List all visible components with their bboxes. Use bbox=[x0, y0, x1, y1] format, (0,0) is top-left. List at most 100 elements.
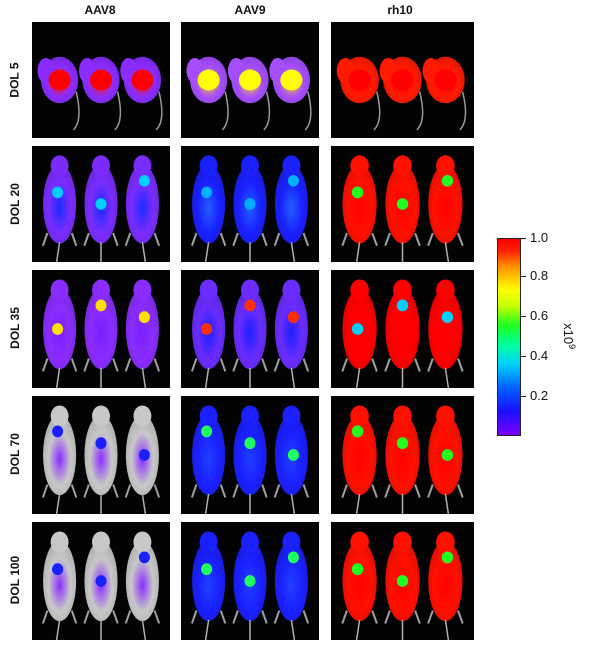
signal-hotspot bbox=[95, 198, 107, 210]
mouse-tail bbox=[114, 91, 122, 131]
mouse-tail bbox=[204, 493, 210, 514]
mouse-hind-paw bbox=[302, 484, 310, 498]
mouse-tail bbox=[444, 619, 450, 640]
column-header-rh10: rh10 bbox=[387, 3, 413, 17]
mouse-3 bbox=[273, 405, 310, 514]
mouse-head bbox=[133, 155, 152, 177]
mouse-tail bbox=[355, 367, 361, 388]
signal-hotspot bbox=[138, 449, 150, 461]
mouse-head bbox=[50, 155, 69, 177]
signal-hotspot bbox=[441, 175, 454, 187]
mouse-hind-paw bbox=[124, 358, 132, 372]
mouse-hind-paw bbox=[261, 610, 268, 624]
mouse-tail bbox=[444, 367, 450, 388]
mouse-3 bbox=[427, 405, 464, 514]
mouse-head bbox=[282, 279, 301, 301]
mouse-tail bbox=[373, 91, 381, 131]
signal-hotspot bbox=[391, 69, 414, 91]
mouse-2 bbox=[83, 155, 119, 262]
signal-hotspot bbox=[441, 311, 454, 324]
mouse-hind-paw bbox=[83, 610, 90, 624]
signal-hotspot bbox=[138, 175, 150, 187]
mouse-3 bbox=[273, 155, 310, 262]
mouse-head bbox=[241, 279, 259, 301]
mouse-tail bbox=[355, 619, 361, 640]
mouse-body bbox=[84, 288, 118, 370]
mouse-head bbox=[92, 405, 110, 427]
mouse-hind-paw bbox=[124, 610, 132, 624]
mouse-body bbox=[125, 164, 159, 244]
mouse-tail bbox=[204, 367, 210, 388]
colorbar-tick-0-2: 0.2 bbox=[519, 388, 549, 403]
mouse-hind-paw bbox=[153, 232, 161, 247]
mouse-body bbox=[233, 288, 267, 370]
mouse-tail bbox=[290, 619, 296, 640]
mouse-head bbox=[199, 531, 218, 553]
colorbar-unit: x109 bbox=[560, 323, 578, 350]
panel-dol-20-aav8 bbox=[32, 146, 170, 262]
mouse-hind-paw bbox=[232, 358, 239, 372]
mouse-tail bbox=[290, 493, 296, 514]
mouse-hind-paw bbox=[427, 484, 434, 498]
signal-hotspot bbox=[441, 551, 454, 564]
panel-dol-100-aav9 bbox=[181, 522, 319, 640]
signal-hotspot bbox=[280, 69, 303, 91]
mouse-body bbox=[385, 414, 420, 496]
mouse-hind-paw bbox=[112, 610, 119, 624]
mouse-tail bbox=[355, 242, 361, 262]
mouse-body bbox=[428, 288, 463, 370]
signal-hotspot bbox=[95, 575, 107, 587]
signal-hotspot bbox=[244, 198, 256, 210]
signal-hotspot bbox=[396, 198, 409, 210]
mouse-head bbox=[436, 155, 455, 177]
mouse-head bbox=[199, 405, 218, 427]
signal-hotspot bbox=[433, 69, 457, 91]
mouse-body bbox=[342, 164, 377, 244]
signal-hotspot bbox=[201, 323, 213, 335]
signal-hotspot bbox=[287, 311, 299, 324]
signal-hotspot bbox=[351, 425, 364, 438]
mouse-2 bbox=[227, 56, 271, 131]
mouse-head bbox=[50, 405, 69, 427]
mouse-hind-paw bbox=[190, 610, 198, 624]
mouse-hind-paw bbox=[273, 358, 281, 372]
mouse-body bbox=[274, 164, 308, 244]
signal-hotspot bbox=[351, 323, 364, 335]
mouse-3 bbox=[124, 531, 161, 640]
signal-hotspot bbox=[52, 425, 64, 438]
panel-dol-100-rh10 bbox=[331, 522, 474, 640]
signal-hotspot bbox=[197, 69, 220, 91]
colorbar-tick-1-0: 1.0 bbox=[519, 230, 549, 245]
mouse-1 bbox=[190, 155, 227, 262]
mouse-tail bbox=[55, 493, 61, 514]
mouse-body bbox=[342, 414, 377, 496]
mouse-hind-paw bbox=[112, 484, 119, 498]
mouse-hind-paw bbox=[371, 484, 378, 498]
signal-hotspot bbox=[95, 299, 107, 312]
mouse-hind-paw bbox=[83, 358, 90, 372]
mouse-1 bbox=[37, 56, 80, 131]
mouse-hind-paw bbox=[83, 232, 90, 247]
mouse-tail bbox=[444, 493, 450, 514]
mouse-hind-paw bbox=[273, 610, 281, 624]
panel-dol-100-aav8 bbox=[32, 522, 170, 640]
mouse-hind-paw bbox=[219, 484, 227, 498]
signal-hotspot bbox=[348, 69, 372, 91]
mouse-hind-paw bbox=[232, 484, 239, 498]
mouse-hind-paw bbox=[384, 610, 391, 624]
mouse-hind-paw bbox=[457, 484, 464, 498]
mouse-2 bbox=[232, 279, 268, 388]
mouse-hind-paw bbox=[124, 232, 132, 247]
mouse-hind-paw bbox=[414, 484, 421, 498]
mouse-hind-paw bbox=[414, 610, 421, 624]
mouse-head bbox=[241, 405, 259, 427]
signal-hotspot bbox=[396, 575, 409, 587]
signal-hotspot bbox=[287, 551, 299, 564]
signal-hotspot bbox=[52, 563, 64, 576]
mouse-1 bbox=[41, 531, 78, 640]
panel-dol-5-rh10 bbox=[331, 22, 474, 138]
mouse-hind-paw bbox=[261, 484, 268, 498]
mouse-3 bbox=[120, 56, 163, 131]
mouse-hind-paw bbox=[219, 610, 227, 624]
mouse-tail bbox=[290, 367, 296, 388]
